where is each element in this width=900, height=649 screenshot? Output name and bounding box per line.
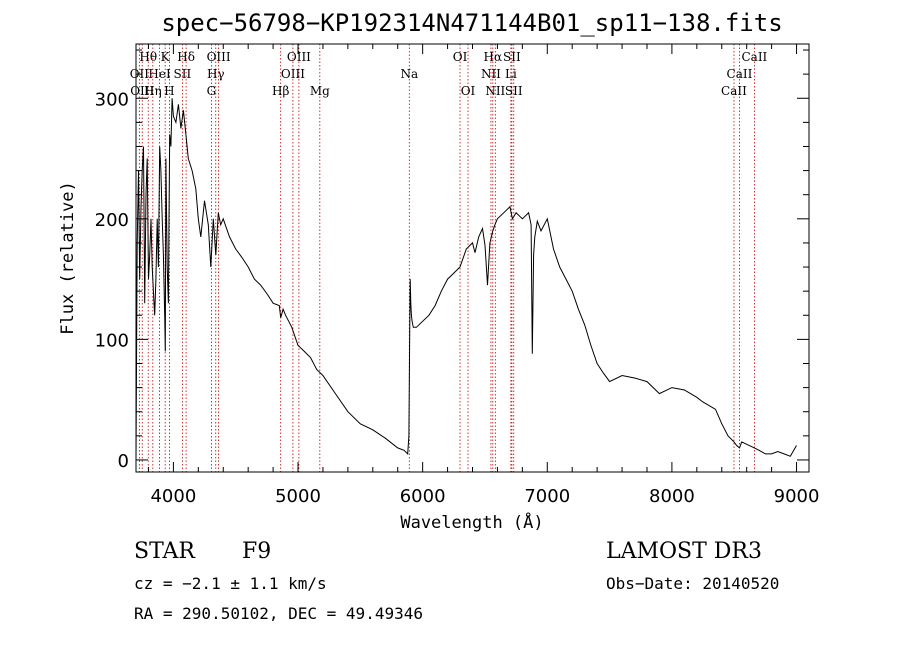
y-axis-label: Flux (relative) [58, 181, 78, 335]
x-tick-label: 7000 [524, 486, 570, 507]
line-label: NII [485, 84, 505, 98]
line-label: CaII [741, 50, 767, 64]
line-label: CaII [721, 84, 747, 98]
coordinates: RA = 290.50102, DEC = 49.49346 [134, 604, 423, 623]
line-label: CaII [727, 67, 753, 81]
line-label: SII [174, 67, 192, 81]
x-tick-label: 4000 [150, 486, 196, 507]
chart-title: spec−56798−KP192314N471144B01_sp11−138.f… [161, 9, 782, 37]
survey-name: LAMOST DR3 [606, 539, 762, 564]
y-tick-label: 200 [95, 210, 129, 231]
line-label: G [207, 84, 217, 98]
x-tick-label: 6000 [400, 486, 446, 507]
x-axis-ticks: 4000 5000 6000 7000 8000 9000 [147, 44, 820, 507]
line-label: SII [505, 84, 523, 98]
line-label: Hα [484, 50, 503, 64]
line-label: Na [400, 67, 418, 81]
spectrum-series-line [135, 98, 797, 460]
y-axis-ticks: 0 100 200 300 [95, 49, 809, 472]
object-subclass: F9 [242, 539, 271, 564]
line-label: K [161, 50, 171, 64]
y-tick-label: 300 [95, 89, 129, 110]
line-markers [138, 44, 755, 472]
line-label: OIII [287, 50, 311, 64]
plot-frame [135, 43, 810, 473]
line-label: H [164, 84, 174, 98]
x-tick-label: 8000 [649, 486, 695, 507]
line-label: Hβ [272, 84, 289, 98]
observation-date: Obs−Date: 20140520 [606, 574, 779, 593]
x-tick-label: 9000 [774, 486, 820, 507]
y-tick-label: 0 [118, 451, 129, 472]
line-label: Hγ [207, 67, 225, 81]
line-label: OI [453, 50, 468, 64]
line-label: HeI [148, 67, 171, 81]
line-label: Hη [144, 84, 162, 98]
line-label: OIII [207, 50, 231, 64]
line-label: SII [503, 50, 521, 64]
redshift-value: cz = −2.1 ± 1.1 km/s [134, 574, 327, 593]
x-axis-label: Wavelength (Å) [400, 511, 543, 533]
line-label: Mg [310, 84, 330, 98]
line-label: NII [481, 67, 501, 81]
object-class: STAR [134, 539, 196, 564]
y-tick-label: 100 [95, 330, 129, 351]
line-label: OI [461, 84, 476, 98]
line-label: Hδ [177, 50, 195, 64]
line-label: Hθ [139, 50, 157, 64]
line-label: OIII [281, 67, 305, 81]
x-tick-label: 5000 [275, 486, 321, 507]
line-label: Li [505, 67, 517, 81]
